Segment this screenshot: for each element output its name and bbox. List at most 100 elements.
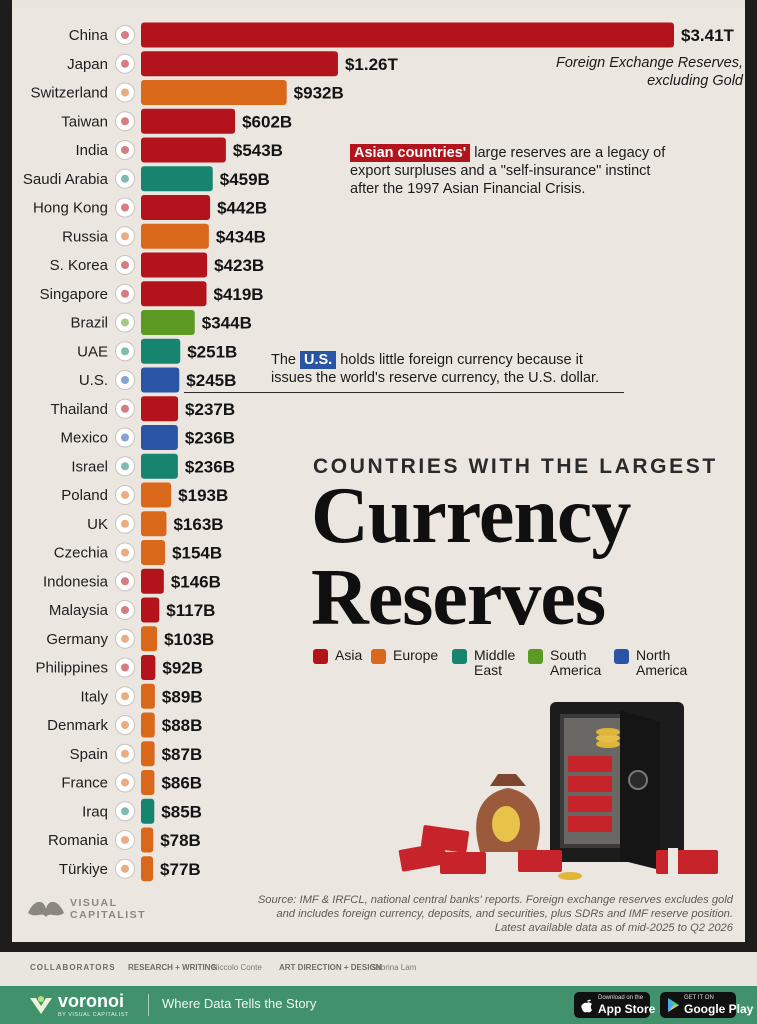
bar-row-india: India $543B bbox=[75, 137, 283, 163]
asia-annotation: Asian countries' large reserves are a le… bbox=[350, 144, 730, 198]
bar-russia bbox=[141, 223, 209, 249]
value-label-malaysia: $117B bbox=[166, 601, 215, 620]
country-label-japan: Japan bbox=[67, 56, 108, 73]
country-label-t-rkiye: Türkiye bbox=[59, 861, 108, 878]
frame-bottom-edge bbox=[0, 942, 757, 952]
bar-poland bbox=[141, 482, 172, 508]
flag-mark-malaysia bbox=[121, 606, 129, 614]
us-annotation-prefix: The bbox=[271, 352, 301, 368]
bar-row-uk: UK $163B bbox=[87, 511, 224, 537]
bar-row-uae: UAE $251B bbox=[77, 338, 237, 364]
flag-mark-saudi-arabia bbox=[121, 174, 129, 183]
us-annotation-line-1: holds little foreign currency because it bbox=[336, 352, 583, 368]
source-line-2: and includes foreign currency, deposits,… bbox=[276, 908, 733, 920]
value-label-brazil: $344B bbox=[202, 314, 252, 333]
bar-mexico bbox=[141, 425, 178, 450]
bar-row-indonesia: Indonesia $146B bbox=[43, 568, 221, 594]
flag-mark-germany bbox=[121, 634, 129, 643]
value-label-mexico: $236B bbox=[185, 429, 235, 448]
country-label-poland: Poland bbox=[61, 487, 108, 504]
bar-row-denmark: Denmark $88B bbox=[47, 712, 203, 738]
country-label-switzerland: Switzerland bbox=[30, 85, 108, 102]
asia-highlight: Asian countries' bbox=[350, 144, 471, 162]
bar-row-iraq: Iraq $85B bbox=[82, 798, 202, 824]
us-annotation-line-2: issues the world's reserve currency, the… bbox=[271, 370, 600, 386]
frame-left-edge bbox=[0, 0, 12, 950]
google-play-small-text: GET IT ON bbox=[684, 995, 714, 1001]
value-label-denmark: $88B bbox=[162, 716, 203, 735]
bar-row-china: China $3.41T bbox=[69, 22, 735, 48]
bar-row-mexico: Mexico $236B bbox=[60, 425, 235, 450]
country-label-taiwan: Taiwan bbox=[61, 113, 108, 130]
country-label-spain: Spain bbox=[70, 746, 108, 763]
bar-uae bbox=[141, 338, 181, 364]
collaborators-heading: COLLABORATORS bbox=[30, 963, 116, 972]
value-label-hong-kong: $442B bbox=[217, 199, 267, 218]
bar-saudi-arabia bbox=[141, 166, 213, 192]
flag-mark-taiwan bbox=[121, 117, 129, 126]
legend-label: Europe bbox=[393, 647, 439, 663]
value-label-uk: $163B bbox=[173, 515, 223, 534]
country-label-thailand: Thailand bbox=[50, 401, 108, 418]
country-label-mexico: Mexico bbox=[60, 430, 108, 447]
country-label-hong-kong: Hong Kong bbox=[33, 200, 108, 217]
bar-row-russia: Russia $434B bbox=[62, 223, 266, 249]
app-store-label: App Store bbox=[598, 1002, 656, 1016]
legend-label: North America bbox=[636, 647, 688, 678]
bar-chart: China $3.41T Japan $1.26T Switzerland $932B Ta… bbox=[23, 22, 735, 882]
value-label-israel: $236B bbox=[185, 457, 235, 476]
asia-annotation-line-3: after the 1997 Asian Financial Crisis. bbox=[350, 181, 586, 197]
value-label-japan: $1.26T bbox=[345, 55, 399, 74]
bar-romania bbox=[141, 827, 154, 853]
flag-mark-switzerland bbox=[121, 88, 129, 97]
bar-czechia bbox=[141, 540, 166, 565]
flag-mark-philippines bbox=[121, 663, 129, 672]
art-direction-name: Sabrina Lam bbox=[371, 963, 417, 972]
bar-row-czechia: Czechia $154B bbox=[54, 540, 222, 565]
voronoi-footer: voronoi BY VISUAL CAPITALIST Where Data … bbox=[0, 986, 757, 1024]
flag-mark-france bbox=[121, 778, 129, 787]
app-store-button[interactable]: Download on the App Store bbox=[574, 992, 655, 1018]
bar-thailand bbox=[141, 396, 179, 422]
country-label-uae: UAE bbox=[77, 343, 108, 360]
bar-row-saudi-arabia: Saudi Arabia $459B bbox=[23, 166, 270, 192]
value-label-india: $543B bbox=[233, 141, 283, 160]
bar-row-germany: Germany $103B bbox=[46, 626, 214, 652]
flag-mark-japan bbox=[121, 59, 129, 68]
value-label-uae: $251B bbox=[187, 342, 237, 361]
country-label-iraq: Iraq bbox=[82, 803, 108, 820]
bar-uk bbox=[141, 511, 167, 537]
country-label-singapore: Singapore bbox=[40, 286, 108, 303]
bar-philippines bbox=[141, 655, 156, 680]
bar-row-philippines: Philippines $92B bbox=[35, 655, 203, 680]
value-label-spain: $87B bbox=[162, 745, 203, 764]
country-label-china: China bbox=[69, 27, 109, 44]
flag-mark-iraq bbox=[121, 807, 129, 816]
value-label-china: $3.41T bbox=[681, 26, 735, 45]
flag-mark-russia bbox=[121, 232, 129, 241]
country-label-brazil: Brazil bbox=[70, 315, 108, 332]
us-annotation-rule bbox=[184, 392, 624, 393]
bar-taiwan bbox=[141, 108, 236, 134]
bar-china bbox=[141, 22, 674, 48]
value-label-philippines: $92B bbox=[162, 659, 203, 678]
bar-switzerland bbox=[141, 80, 287, 105]
value-label-singapore: $419B bbox=[213, 285, 263, 304]
google-play-button[interactable]: GET IT ON Google Play bbox=[660, 992, 753, 1018]
flag-mark-indonesia bbox=[121, 577, 129, 586]
value-label-taiwan: $602B bbox=[242, 112, 292, 131]
bar-germany bbox=[141, 626, 158, 652]
value-label-switzerland: $932B bbox=[294, 84, 344, 103]
value-label-s-korea: $423B bbox=[214, 256, 264, 275]
country-label-saudi-arabia: Saudi Arabia bbox=[23, 171, 109, 188]
asia-annotation-line-1: large reserves are a legacy of bbox=[470, 145, 666, 161]
flag-mark-u-s bbox=[121, 376, 129, 384]
apple-icon bbox=[581, 999, 592, 1013]
legend-label: South America bbox=[550, 647, 602, 678]
bar-israel bbox=[141, 453, 178, 479]
voronoi-wordmark[interactable]: voronoi bbox=[58, 991, 124, 1011]
bar-row-brazil: Brazil $344B bbox=[70, 310, 252, 335]
flag-mark-uk bbox=[121, 519, 129, 528]
art-direction-label: ART DIRECTION + DESIGN bbox=[279, 963, 382, 972]
flag-mark-s-korea bbox=[121, 261, 129, 269]
